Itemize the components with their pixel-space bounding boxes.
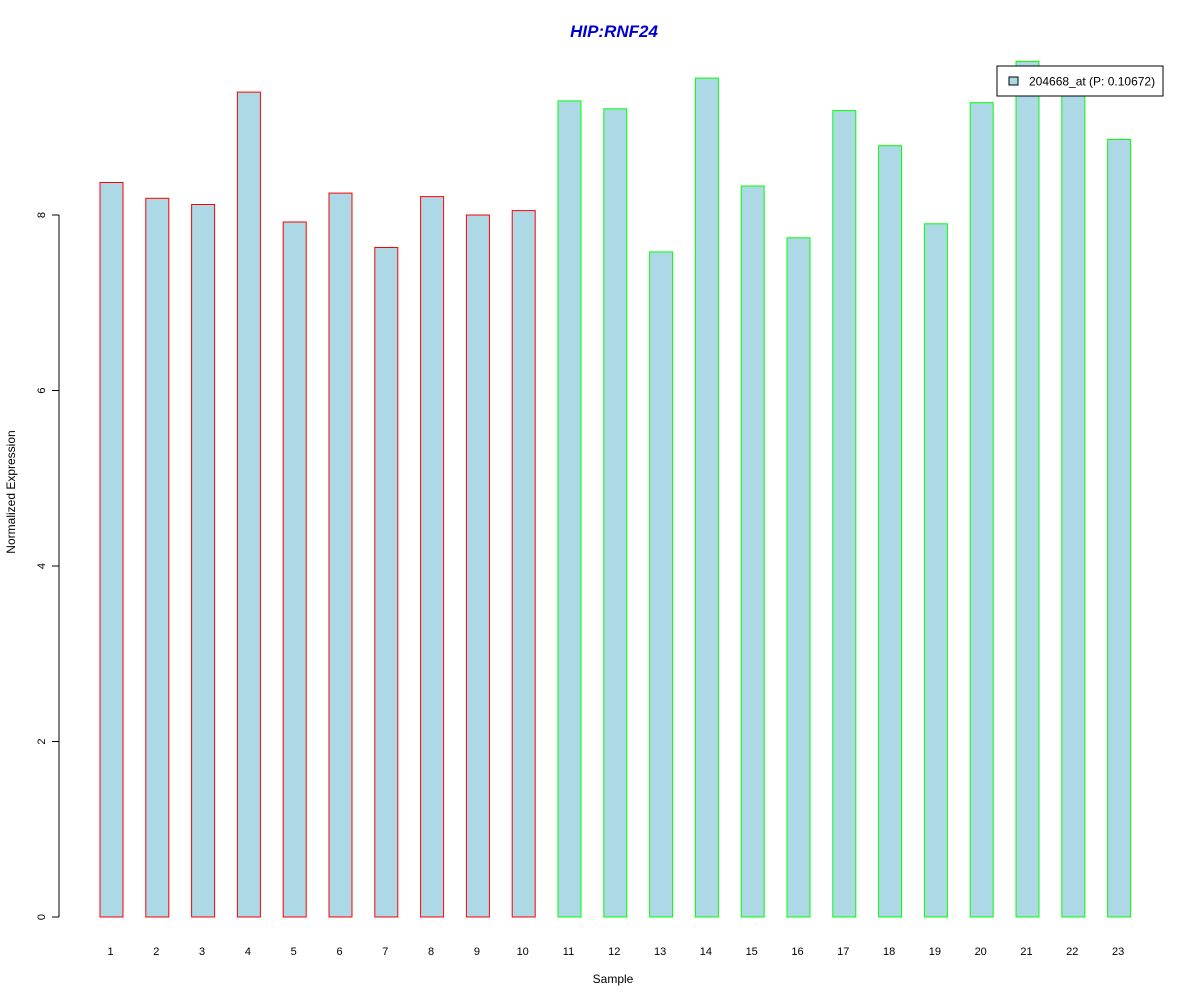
x-axis-label: Sample [593,972,634,986]
y-tick-label: 0 [36,914,48,920]
bar [969,102,994,918]
bar [99,182,124,918]
bar [740,185,765,918]
bar [603,108,628,918]
x-tick-label: 19 [929,946,941,958]
x-tick-label: 18 [883,946,895,958]
x-tick-label: 16 [791,946,803,958]
bar [786,237,811,918]
x-tick-label: 21 [1020,946,1032,958]
x-tick-label: 14 [700,946,712,958]
x-tick-label: 8 [428,946,434,958]
legend: 204668_at (P: 0.10672) [996,65,1164,97]
legend-label: 204668_at (P: 0.10672) [1029,75,1155,89]
x-tick-label: 4 [245,946,251,958]
y-tick-label: 6 [36,387,48,393]
y-axis: 0 2 4 6 8 [36,212,60,920]
bar [511,210,536,918]
bar [420,196,445,918]
legend-box [996,65,1164,97]
x-tick-label: 11 [563,946,574,958]
y-tick-label: 2 [36,738,48,744]
bar [1061,70,1086,918]
x-tick-label: 22 [1066,946,1078,958]
x-tick-label: 20 [975,946,987,958]
x-tick-label: 6 [336,946,342,958]
x-tick-label: 2 [153,946,159,958]
x-tick-label: 15 [746,946,758,958]
x-tick-label: 10 [517,946,529,958]
bar [923,223,948,918]
bars-group [99,60,1132,918]
y-axis-label: Normalized Expression [4,430,18,553]
x-tick-label: 1 [107,946,113,958]
bar [649,251,674,918]
chart-title: HIP:RNF24 [570,22,658,41]
bar [1107,139,1132,918]
bar [878,145,903,918]
bar [557,100,582,918]
y-tick-label: 4 [36,563,48,569]
bar [694,77,719,918]
x-tick-labels: 1 2 3 4 5 6 7 8 9 10 11 12 13 14 15 16 17 18 19 20 21 22 23 [107,946,1124,958]
bar [145,197,170,918]
x-tick-label: 7 [382,946,388,958]
x-tick-label: 13 [654,946,666,958]
bar [236,91,261,918]
bar [374,247,399,918]
x-tick-label: 3 [199,946,205,958]
x-tick-label: 17 [837,946,849,958]
bar [465,214,490,918]
x-tick-label: 12 [608,946,620,958]
legend-swatch [1008,76,1019,86]
x-tick-label: 5 [291,946,297,958]
bar [191,204,216,918]
x-tick-label: 23 [1112,946,1124,958]
y-tick-label: 8 [36,212,48,218]
bar [282,221,307,918]
bar [328,192,353,918]
x-tick-label: 9 [474,946,480,958]
bar [832,110,857,918]
bar [1015,60,1040,918]
